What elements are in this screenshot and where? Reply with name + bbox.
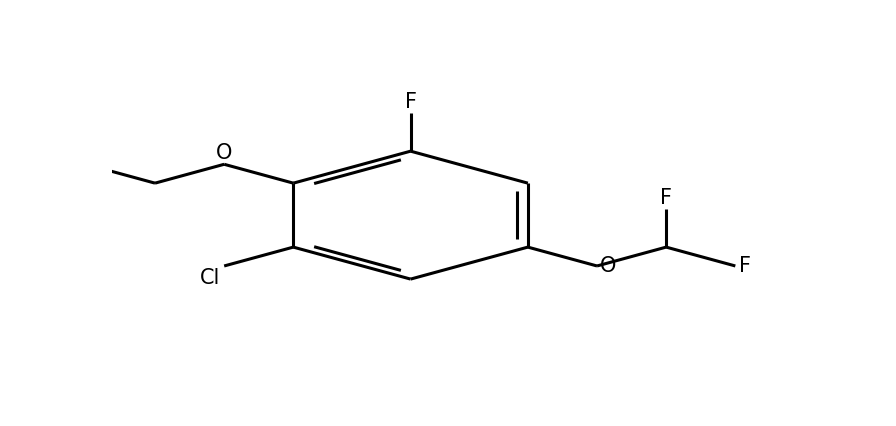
Text: F: F: [739, 256, 752, 276]
Text: F: F: [660, 188, 672, 208]
Text: O: O: [599, 256, 616, 276]
Text: Cl: Cl: [201, 268, 220, 288]
Text: F: F: [405, 92, 417, 112]
Text: O: O: [216, 143, 232, 163]
